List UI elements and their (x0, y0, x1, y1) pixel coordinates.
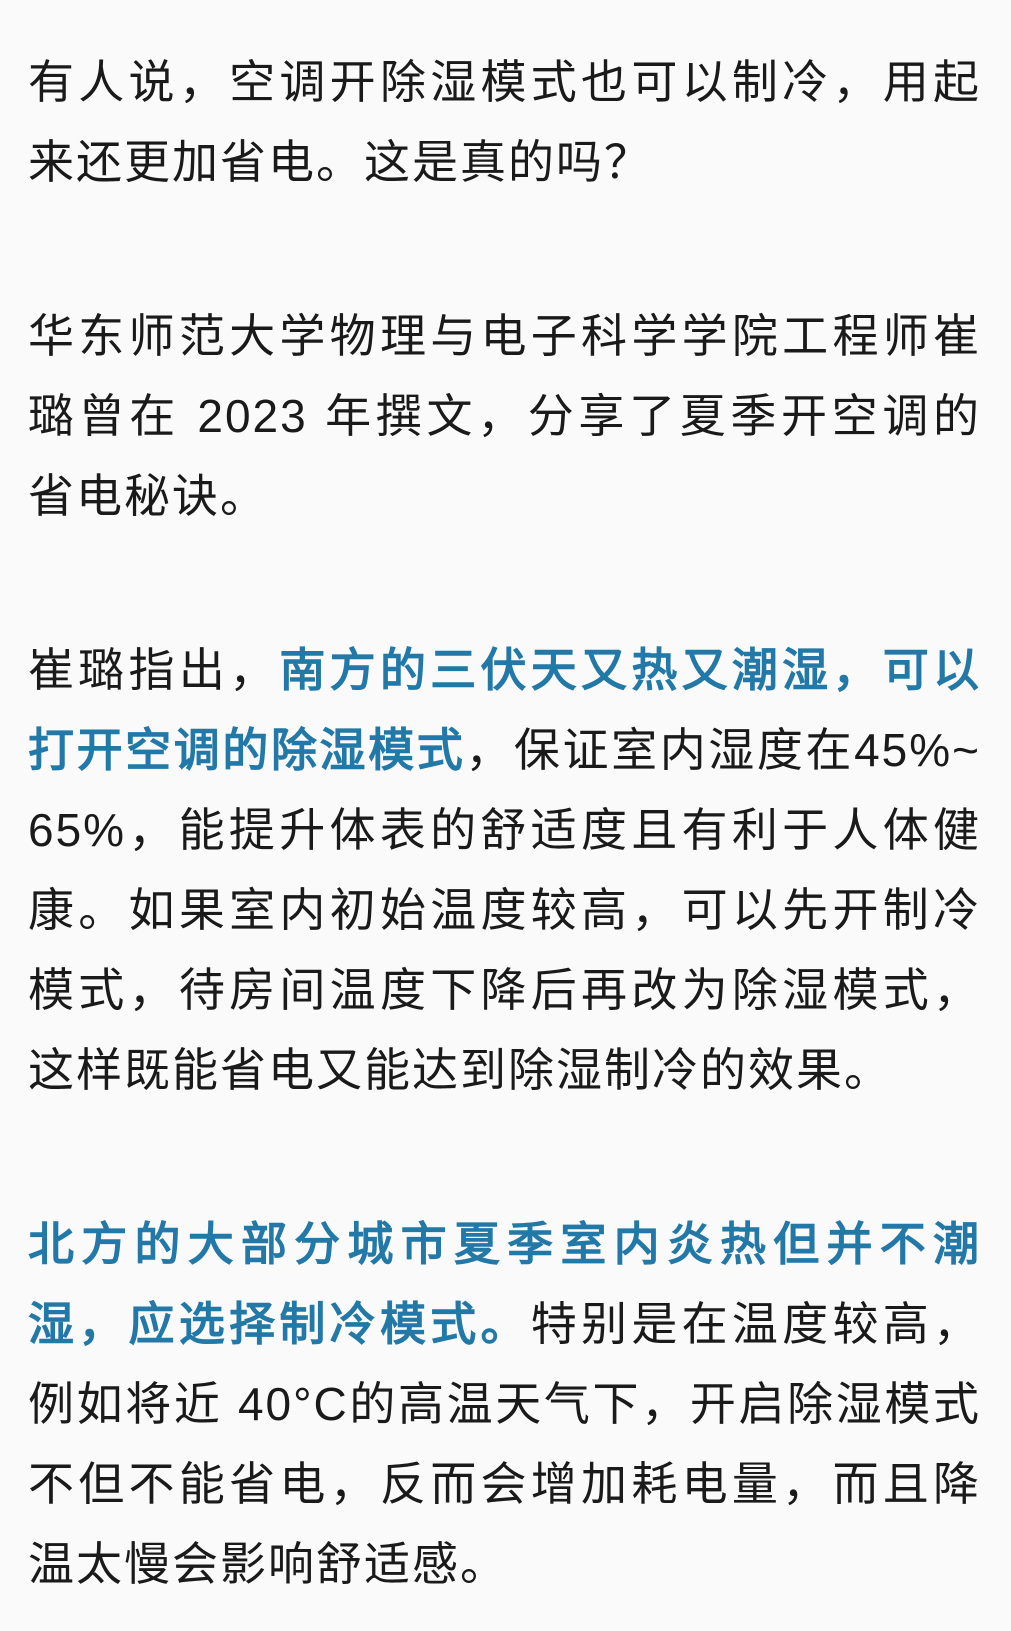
emphasis-text-segment: 南方的三伏天又热又潮湿，可以打开空调的除湿模式 (28, 644, 982, 776)
text-segment: 有人说，空调开除湿模式也可以制冷，用起来还更加省电。这是真的吗？ (28, 56, 981, 188)
text-segment: ，保证室内湿度在45%~65%，能提升体表的舒适度且有利于人体健康。如果室内初始… (28, 724, 981, 1096)
text-segment: 特别是在温度较高，例如将近 40°C的高温天气下，开启除湿模式不但不能省电，反而… (28, 1298, 982, 1590)
paragraph: 北方的大部分城市夏季室内炎热但并不潮湿，应选择制冷模式。特别是在温度较高，例如将… (28, 1204, 981, 1604)
paragraph: 华东师范大学物理与电子科学学院工程师崔璐曾在 2023 年撰文，分享了夏季开空调… (28, 296, 981, 536)
paragraph: 崔璐指出，南方的三伏天又热又潮湿，可以打开空调的除湿模式，保证室内湿度在45%~… (28, 630, 981, 1110)
paragraph: 有人说，空调开除湿模式也可以制冷，用起来还更加省电。这是真的吗？ (28, 42, 981, 202)
emphasis-text-segment: 北方的大部分城市夏季室内炎热但并不潮湿，应选择制冷模式。 (28, 1218, 981, 1350)
text-segment: 华东师范大学物理与电子科学学院工程师崔璐曾在 2023 年撰文，分享了夏季开空调… (28, 310, 981, 522)
text-segment: 崔璐指出， (28, 644, 280, 696)
